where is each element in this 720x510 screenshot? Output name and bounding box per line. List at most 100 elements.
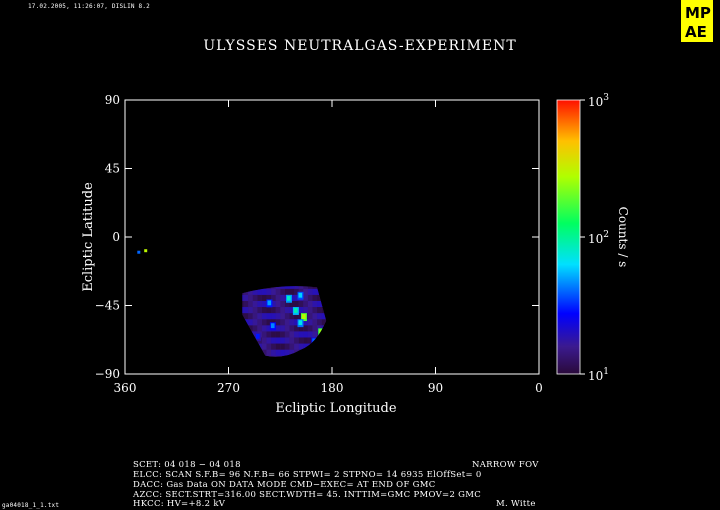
plot-frame xyxy=(124,99,540,375)
scan-cell xyxy=(248,307,253,314)
scan-cell xyxy=(266,307,272,314)
scan-cell xyxy=(280,300,285,308)
scan-cell xyxy=(242,349,244,356)
scan-cell xyxy=(271,337,276,344)
scan-cell xyxy=(275,325,281,332)
hotspot xyxy=(319,329,323,335)
scan-cell xyxy=(284,337,290,344)
hkcc-line: HKCC: HV=+8.2 kV xyxy=(133,499,226,509)
y-axis-label: Ecliptic Latitude xyxy=(81,182,96,292)
data-point xyxy=(144,249,148,253)
scan-cell xyxy=(271,343,276,350)
scan-cell xyxy=(284,349,290,356)
scan-cell xyxy=(280,288,285,295)
scan-cell xyxy=(294,294,299,301)
scan-cell xyxy=(252,286,258,289)
colorbar xyxy=(556,99,581,375)
scan-cell xyxy=(307,331,313,338)
scan-cell xyxy=(289,319,295,326)
scan-cell xyxy=(252,307,258,314)
scan-cell xyxy=(294,286,299,289)
scan-cell xyxy=(317,313,322,320)
logo-text-bottom: AE xyxy=(685,23,707,41)
scan-cell xyxy=(317,294,322,301)
scan-cell xyxy=(248,325,253,332)
scan-cell xyxy=(321,300,327,308)
scan-cell xyxy=(289,331,295,338)
scan-cell xyxy=(261,294,267,301)
scan-cell xyxy=(257,313,262,320)
scan-cell xyxy=(271,294,276,301)
scan-cell xyxy=(275,337,281,344)
scan-cell xyxy=(312,300,318,308)
scan-cell xyxy=(284,313,290,320)
scan-cell xyxy=(261,337,267,344)
scan-cell xyxy=(303,294,308,301)
x-axis-label: Ecliptic Longitude xyxy=(275,401,396,416)
scan-cell xyxy=(298,331,304,338)
scan-cell xyxy=(294,349,299,356)
scan-cell xyxy=(289,343,295,350)
y-tick-label: 0 xyxy=(112,230,120,244)
scan-cell xyxy=(307,288,313,295)
scan-cell xyxy=(248,286,253,289)
scet-line: SCET: 04 018 − 04 018 xyxy=(133,460,241,470)
scan-cell xyxy=(303,349,308,356)
scan-cell xyxy=(307,349,313,356)
scan-cell xyxy=(243,307,249,314)
elcc-line: ELCC: SCAN S.F.B= 96 N.F.B= 66 STPWI= 2 … xyxy=(133,470,482,480)
scan-cell xyxy=(271,300,276,308)
scan-cell xyxy=(242,325,244,332)
mpae-logo: MP AE xyxy=(681,0,713,42)
scan-cell xyxy=(252,300,258,308)
scan-cell xyxy=(242,288,244,295)
scan-cell xyxy=(242,343,244,350)
scan-cell xyxy=(312,343,318,350)
scan-cell xyxy=(266,331,272,338)
scan-cell xyxy=(303,286,308,289)
scan-cell xyxy=(243,286,249,289)
data-point xyxy=(137,250,141,254)
scan-cell xyxy=(280,337,285,344)
scan-cell xyxy=(248,319,253,326)
scan-cell xyxy=(242,313,244,320)
colorbar-tick-exponent: 3 xyxy=(603,93,609,103)
scan-cell xyxy=(289,313,295,320)
scan-cell xyxy=(280,294,285,301)
scan-cell xyxy=(294,313,299,320)
scan-cell xyxy=(312,325,318,332)
scan-cell xyxy=(298,300,304,308)
x-tick-label: 180 xyxy=(321,381,344,395)
timestamp-label: 17.02.2005, 11:26:07, DISLIN 8.2 xyxy=(28,3,150,10)
scan-cell xyxy=(307,286,313,289)
scan-cell xyxy=(275,294,281,301)
scan-cell xyxy=(284,343,290,350)
scan-cell xyxy=(257,307,262,314)
x-tick-label: 0 xyxy=(535,381,543,395)
scan-cell xyxy=(289,307,295,314)
scan-cell xyxy=(248,343,253,350)
scan-cell xyxy=(317,325,322,332)
scan-cell xyxy=(294,343,299,350)
scan-cell xyxy=(271,288,276,295)
scan-cell xyxy=(248,288,253,295)
scan-cell xyxy=(243,349,249,356)
scan-cell xyxy=(275,331,281,338)
scan-cell xyxy=(248,349,253,356)
scan-cell xyxy=(303,300,308,308)
scan-cell xyxy=(252,325,258,332)
scan-cell xyxy=(243,319,249,326)
scan-cell xyxy=(275,288,281,295)
scan-cell xyxy=(317,300,322,308)
scan-cell xyxy=(271,286,276,289)
scan-cell xyxy=(243,337,249,344)
scan-cell xyxy=(248,337,253,344)
scan-cell xyxy=(289,349,295,356)
scan-cell xyxy=(303,331,308,338)
scan-cell xyxy=(257,286,262,289)
scan-cell xyxy=(307,343,313,350)
scan-cell xyxy=(257,349,262,356)
scan-cell xyxy=(284,286,290,289)
scan-cell xyxy=(242,319,244,326)
